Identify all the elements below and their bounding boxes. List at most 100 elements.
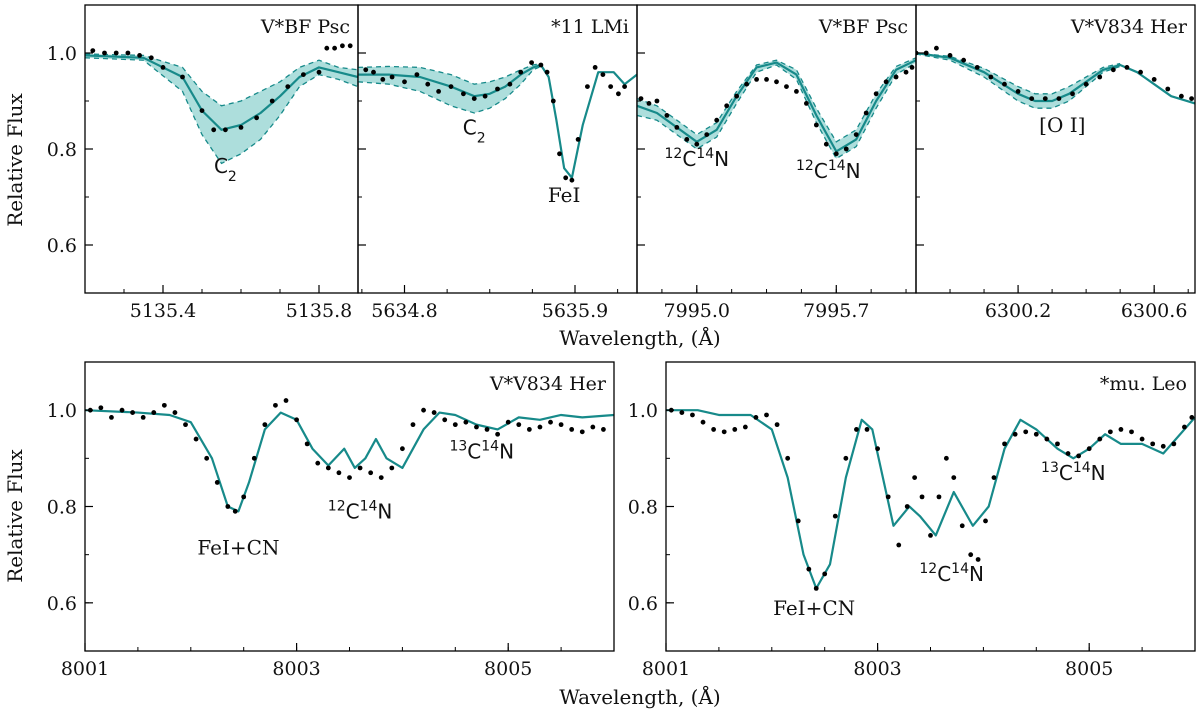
observed-point [575, 137, 581, 142]
observed-point [161, 402, 167, 408]
line-annotation-cn12: 12C14N [328, 499, 393, 524]
observed-point [324, 45, 330, 51]
panel-p2: 5634.8 5635.9 *11 LMi C2 FeI [357, 4, 638, 322]
plot-area [85, 398, 614, 514]
x-tick-label: 5135.8 [286, 300, 352, 322]
observed-point [983, 518, 988, 524]
panel-p4: 6300.2 6300.6 V*V834 Her [O I] [915, 4, 1196, 322]
observed-point [1055, 441, 1060, 447]
observed-point [951, 475, 957, 480]
observed-point [744, 81, 750, 87]
observed-point [518, 69, 524, 75]
observed-point [784, 84, 789, 89]
observed-point [241, 494, 247, 500]
line-annotation-fei: FeI [548, 183, 581, 207]
observed-point [832, 513, 838, 519]
observed-point [90, 48, 96, 53]
observed-point [1083, 81, 1089, 87]
observed-point [694, 141, 700, 147]
x-tick-label: 5635.9 [542, 300, 608, 322]
band-upper-line [916, 52, 1121, 95]
observed-point [968, 552, 974, 558]
observed-point [813, 585, 819, 591]
observed-point [975, 557, 981, 562]
star-name-label: V*V834 Her [489, 373, 607, 395]
observed-point [537, 424, 543, 430]
observed-point [1042, 96, 1048, 101]
observed-point [714, 117, 720, 123]
observed-point [251, 455, 257, 461]
band-lower-line [916, 53, 1121, 109]
observed-point [285, 84, 291, 89]
observed-point [1139, 436, 1145, 442]
observed-point [1065, 451, 1071, 456]
observed-point [646, 101, 652, 106]
observed-point [843, 455, 849, 461]
panel-p1: 0.6 0.8 1.0 5135.4 5135.8 V*BF Psc C2 [47, 4, 359, 322]
uncertainty-band [637, 57, 916, 159]
observed-point [368, 470, 374, 476]
observed-point [909, 65, 915, 70]
observed-point [316, 69, 322, 75]
observed-point [721, 429, 727, 435]
observed-point [753, 414, 759, 420]
observed-point [223, 127, 228, 133]
observed-point [590, 424, 596, 430]
observed-point [679, 410, 685, 415]
star-name-label: V*BF Psc [260, 16, 350, 38]
observed-point [380, 77, 386, 82]
observed-point [1097, 436, 1103, 442]
band-upper-line [358, 62, 542, 85]
x-axis-label-bottom: Wavelength, (Å) [559, 684, 720, 709]
observed-point [684, 137, 690, 142]
observed-point [600, 72, 606, 77]
x-tick-label: 6300.2 [985, 300, 1051, 322]
observed-point [903, 69, 909, 75]
observed-point [183, 422, 188, 428]
observed-point [357, 465, 363, 471]
observed-point [315, 460, 321, 466]
observed-point [774, 422, 780, 428]
observed-point [833, 151, 839, 157]
observed-point [421, 407, 426, 413]
band-upper-line [637, 57, 916, 143]
line-annotation-cn1: 12C14N [664, 146, 729, 171]
observed-point [1124, 65, 1130, 70]
observed-point [1002, 441, 1007, 447]
panel-p5: 0.6 0.8 1.0 8001 8003 8005 V*V834 Her FeI+CN 12C… [47, 361, 615, 680]
observed-point [622, 84, 627, 89]
star-name-label: V*BF Psc [818, 16, 908, 38]
observed-point [125, 50, 131, 56]
observed-point [254, 115, 259, 121]
observed-point [961, 57, 967, 63]
x-tick-label: 8001 [61, 658, 109, 680]
x-tick-label: 7995.0 [664, 300, 730, 322]
observed-point [928, 533, 933, 538]
observed-point [98, 405, 104, 411]
observed-point [638, 96, 644, 101]
y-axis-label-bottom: Relative Flux [3, 448, 27, 582]
observed-point [1178, 93, 1184, 99]
observed-point [325, 465, 331, 471]
x-tick-label: 7995.7 [803, 300, 869, 322]
observed-point [463, 419, 469, 425]
observed-point [795, 518, 801, 524]
observed-point [425, 81, 431, 87]
observed-point [283, 398, 289, 403]
observed-point [813, 122, 819, 128]
observed-point [442, 417, 448, 423]
band-lower-line [85, 57, 358, 165]
observed-point [563, 175, 569, 181]
observed-point [1033, 431, 1039, 437]
observed-point [904, 504, 910, 509]
observed-point [1138, 69, 1143, 75]
observed-point [843, 146, 849, 152]
observed-point [764, 412, 769, 418]
observed-point [471, 96, 477, 101]
panel-p3: 7995.0 7995.7 V*BF Psc 12C14N 12C14N [636, 4, 917, 322]
y-tick-label: 0.6 [628, 593, 658, 615]
x-tick-label: 6300.6 [1121, 300, 1187, 322]
observed-point [1150, 441, 1156, 447]
observed-point [347, 475, 352, 480]
